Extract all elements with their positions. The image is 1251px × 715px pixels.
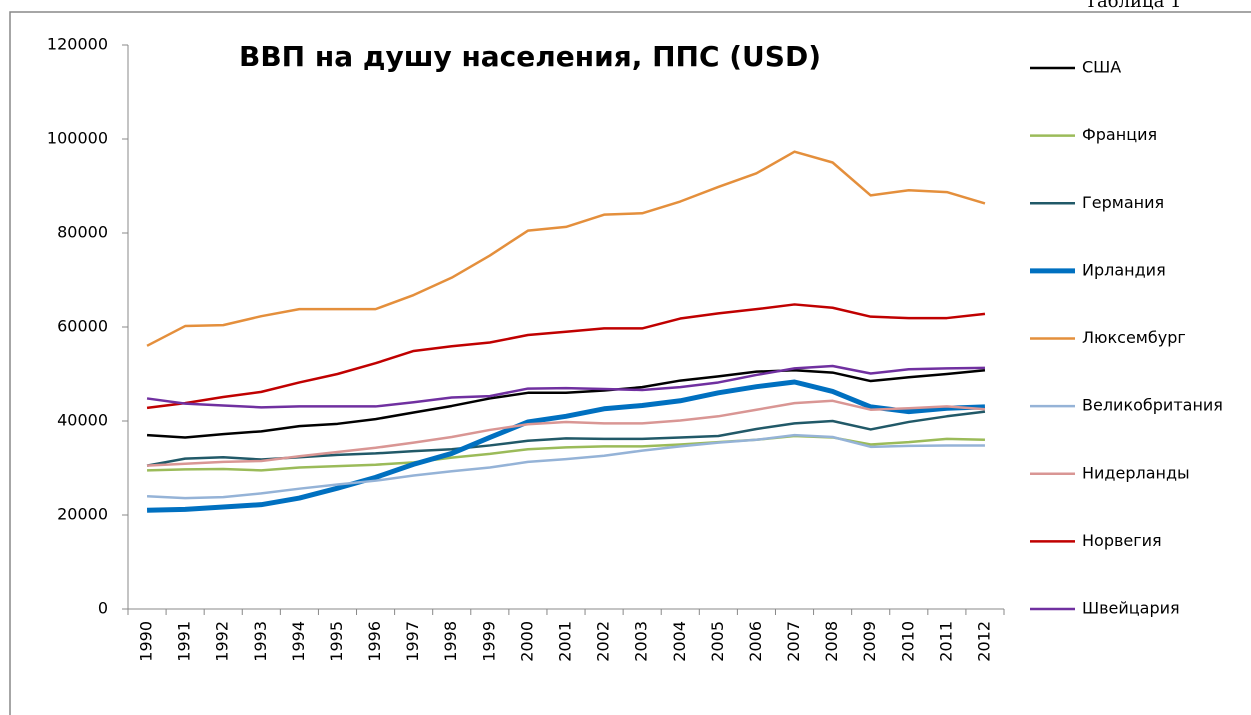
x-tick-label: 1995 (327, 621, 346, 662)
legend-label: Германия (1082, 193, 1164, 212)
x-tick-label: 2003 (632, 621, 651, 662)
chart-border (9, 11, 1251, 715)
series-line (146, 303, 986, 410)
x-tick-label: 1999 (479, 621, 498, 662)
legend-label: Швейцария (1082, 599, 1180, 618)
legend-label: США (1082, 58, 1121, 77)
series-line (146, 150, 986, 347)
x-tick-label: 1996 (365, 621, 384, 662)
y-tick-label: 20000 (57, 505, 108, 524)
series-line (146, 379, 986, 513)
y-tick-label: 60000 (57, 317, 108, 336)
x-tick-label: 1998 (441, 621, 460, 662)
series-line (146, 368, 986, 439)
x-tick-label: 2001 (556, 621, 575, 662)
x-tick-label: 1993 (251, 621, 270, 662)
legend-label: Ирландия (1082, 260, 1166, 279)
legend-label: Норвегия (1082, 531, 1162, 550)
series-line (146, 364, 985, 409)
legend-label: Нидерланды (1082, 463, 1190, 482)
x-tick-label: 2006 (746, 621, 765, 662)
series-line (146, 433, 985, 500)
x-tick-label: 2012 (974, 621, 993, 662)
y-tick-label: 120000 (47, 35, 108, 54)
x-tick-label: 2009 (860, 621, 879, 662)
x-tick-label: 2000 (517, 621, 536, 662)
x-tick-label: 2005 (708, 621, 727, 662)
x-tick-label: 1991 (175, 621, 194, 662)
y-tick-label: 40000 (57, 411, 108, 430)
y-tick-label: 80000 (57, 223, 108, 242)
y-tick-label: 0 (98, 599, 108, 618)
x-tick-label: 2004 (670, 621, 689, 662)
legend-label: Великобритания (1082, 396, 1223, 415)
x-tick-label: 2008 (822, 621, 841, 662)
series-line (146, 399, 986, 467)
x-tick-label: 2002 (594, 621, 613, 662)
x-tick-label: 2010 (898, 621, 917, 662)
x-tick-label: 1992 (213, 621, 232, 662)
x-tick-label: 1994 (289, 621, 308, 662)
x-tick-label: 2007 (784, 621, 803, 662)
legend-label: Люксембург (1082, 328, 1186, 347)
x-tick-label: 1997 (403, 621, 422, 662)
chart-title: ВВП на душу населения, ППС (USD) (239, 40, 821, 73)
y-tick-label: 100000 (47, 129, 108, 148)
x-tick-label: 1990 (137, 621, 156, 662)
legend-label: Франция (1082, 125, 1157, 144)
caption: Таблица 1 (1085, 0, 1182, 12)
x-tick-label: 2011 (936, 621, 955, 662)
